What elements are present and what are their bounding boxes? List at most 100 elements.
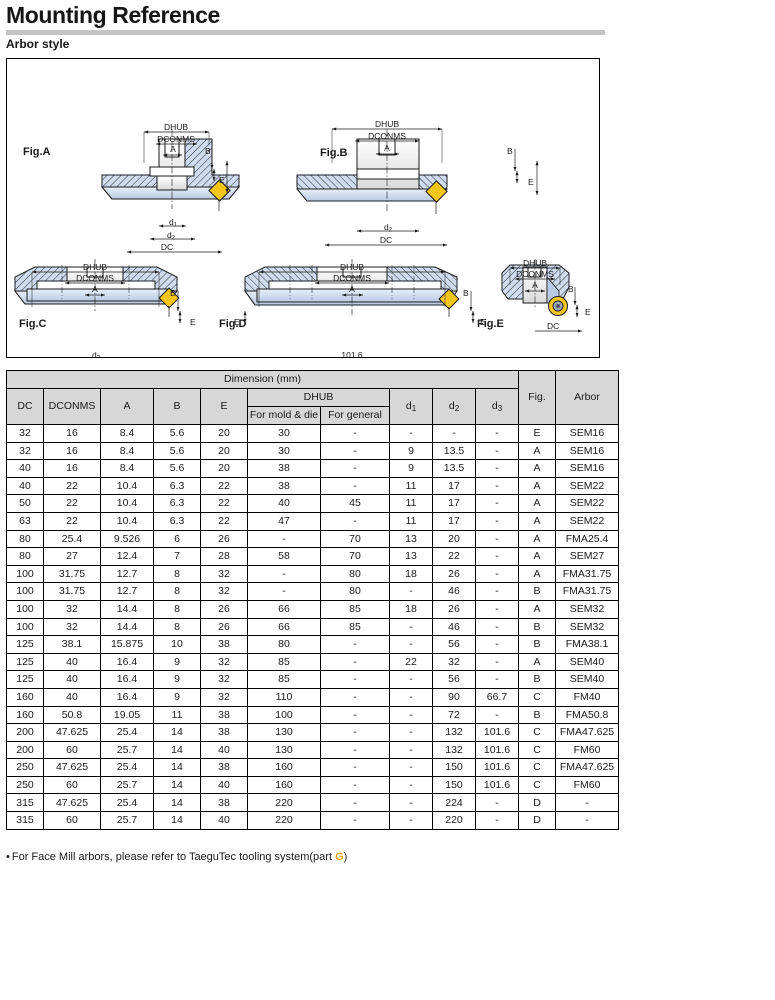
svg-text:DC: DC (380, 235, 392, 245)
figure-b-drawing: DHUB DCONMS A B E d2 DC Fig.B (295, 119, 539, 247)
cell-dhub_general: - (320, 476, 390, 496)
cell-dhub_mold: - (247, 564, 321, 584)
cell-e: 20 (200, 441, 248, 461)
cell-dhub_general: 80 (320, 564, 390, 584)
svg-text:Fig.E: Fig.E (477, 318, 504, 330)
header-e: E (200, 388, 248, 425)
cell-dconms: 31.75 (43, 564, 101, 584)
cell-dhub_mold: 30 (247, 424, 321, 443)
cell-dc: 100 (6, 599, 44, 619)
cell-b: 9 (153, 687, 201, 707)
cell-dc: 80 (6, 529, 44, 549)
cell-fig: A (518, 459, 556, 478)
cell-a: 14.4 (100, 599, 154, 619)
cell-dhub_general: - (320, 652, 390, 672)
table-row: 32 16 8.4 5.6 20 30-9 13.5- A SEM16 (6, 441, 619, 461)
cell-arbor: SEM22 (555, 494, 619, 513)
cell-d1: 11 (389, 494, 433, 513)
svg-text:DC: DC (161, 242, 173, 252)
cell-d3: - (475, 494, 519, 513)
cell-dhub_general: - (320, 758, 390, 777)
cell-dc: 160 (6, 705, 44, 725)
cell-dhub_general: - (320, 635, 390, 654)
table-row: 125 40 16.4 9 32 85- -56- B SEM40 (6, 670, 619, 689)
cell-d3: - (475, 635, 519, 654)
cell-e: 40 (200, 775, 248, 795)
table-row: 80 25.4 9.526 6 26-70 13 20- A FMA25.4 (6, 529, 619, 549)
cell-dhub_mold: - (247, 582, 321, 601)
cell-a: 14.4 (100, 617, 154, 637)
cell-dc: 250 (6, 758, 44, 777)
cell-arbor: FM60 (555, 775, 619, 795)
cell-dconms: 47.625 (43, 758, 101, 777)
cell-dc: 315 (6, 811, 44, 830)
cell-d2: - (432, 424, 476, 443)
svg-text:DCONMS: DCONMS (76, 273, 114, 283)
cell-dc: 200 (6, 723, 44, 742)
svg-text:DCONMS: DCONMS (157, 134, 195, 144)
cell-b: 14 (153, 775, 201, 795)
cell-dc: 40 (6, 459, 44, 478)
svg-text:B: B (170, 288, 176, 298)
header-dc: DC (6, 388, 44, 425)
table-row: 200 47.625 25.4 14 38 130- -132 101.6 C FMA47.625 (6, 723, 619, 742)
cell-d1: - (389, 723, 433, 742)
cell-d3: - (475, 547, 519, 566)
cell-dhub_mold: - (247, 529, 321, 549)
header-dhub: DHUB (247, 388, 390, 407)
table-row: 315 47.625 25.4 14 38 220- -224- D - (6, 793, 619, 813)
header-fig: Fig. (518, 370, 556, 425)
cell-dhub_mold: 58 (247, 547, 321, 566)
cell-dc: 32 (6, 424, 44, 443)
table-row: 80 27 12.4 7 28 58 70 13 22- A SEM27 (6, 547, 619, 566)
cell-dconms: 25.4 (43, 529, 101, 549)
cell-d2: 46 (432, 617, 476, 637)
cell-dhub_general: - (320, 740, 390, 760)
cell-b: 5.6 (153, 459, 201, 478)
cell-arbor: FMA50.8 (555, 705, 619, 725)
cell-e: 26 (200, 599, 248, 619)
table-row: 250 47.625 25.4 14 38 160- -150 101.6 C FMA47.625 (6, 758, 619, 777)
cell-a: 16.4 (100, 652, 154, 672)
cell-dhub_general: - (320, 511, 390, 531)
cell-d2: 132 (432, 740, 476, 760)
cell-b: 8 (153, 564, 201, 584)
cell-d3: - (475, 441, 519, 461)
cell-dconms: 50.8 (43, 705, 101, 725)
cell-e: 20 (200, 424, 248, 443)
cell-fig: A (518, 441, 556, 461)
cell-d2: 132 (432, 723, 476, 742)
svg-text:DHUB: DHUB (164, 122, 188, 132)
cell-d3: - (475, 476, 519, 496)
cell-e: 26 (200, 617, 248, 637)
cell-dconms: 32 (43, 599, 101, 619)
svg-text:Fig.D: Fig.D (219, 318, 247, 330)
cell-arbor: FMA47.625 (555, 758, 619, 777)
cell-dhub_general: - (320, 459, 390, 478)
cell-dhub_mold: 85 (247, 652, 321, 672)
cell-e: 32 (200, 670, 248, 689)
cell-a: 10.4 (100, 494, 154, 513)
cell-e: 20 (200, 459, 248, 478)
cell-b: 14 (153, 793, 201, 813)
cell-e: 22 (200, 511, 248, 531)
cell-fig: C (518, 740, 556, 760)
svg-text:Fig.A: Fig.A (23, 146, 51, 158)
cell-b: 5.6 (153, 424, 201, 443)
header-d1: d1 (389, 388, 433, 425)
header-d3: d3 (475, 388, 519, 425)
cell-dhub_mold: 160 (247, 775, 321, 795)
table-row: 315 60 25.7 14 40 220- -220- D - (6, 811, 619, 830)
cell-arbor: SEM16 (555, 441, 619, 461)
cell-dhub_mold: 80 (247, 635, 321, 654)
cell-d3: - (475, 811, 519, 830)
cell-fig: A (518, 476, 556, 496)
cell-dhub_general: 85 (320, 617, 390, 637)
cell-d2: 13.5 (432, 441, 476, 461)
cell-dconms: 38.1 (43, 635, 101, 654)
cell-d3: 101.6 (475, 740, 519, 760)
cell-arbor: SEM32 (555, 617, 619, 637)
figure-d-drawing: DHUB DCONMS A B E E 101.6 177.8 d2 (219, 259, 486, 357)
cell-arbor: FMA31.75 (555, 564, 619, 584)
